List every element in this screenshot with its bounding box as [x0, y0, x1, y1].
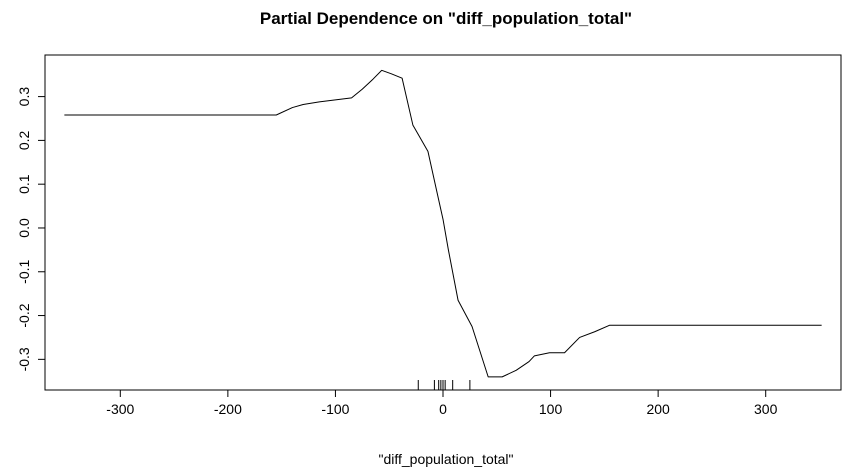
y-tick-label: 0.3 — [16, 87, 32, 107]
y-tick-label: 0.1 — [16, 174, 32, 194]
plot-frame — [44, 54, 842, 391]
x-axis-label: "diff_population_total" — [378, 451, 513, 467]
chart-title: Partial Dependence on "diff_population_t… — [260, 9, 632, 28]
y-tick-label: -0.3 — [16, 347, 32, 371]
x-tick-label: 300 — [754, 401, 778, 417]
x-tick-label: 100 — [539, 401, 563, 417]
x-tick-label: -300 — [106, 401, 134, 417]
y-axis: -0.3 -0.2 -0.1 0.0 0.1 0.2 0.3 — [16, 87, 46, 371]
y-tick-label: -0.2 — [16, 303, 32, 327]
partial-dependence-line — [64, 69, 822, 378]
rug-marks — [417, 380, 471, 390]
x-tick-label: -100 — [321, 401, 349, 417]
x-tick-label: 0 — [439, 401, 447, 417]
x-tick-label: 200 — [646, 401, 670, 417]
y-tick-label: -0.1 — [16, 259, 32, 283]
x-tick-label: -200 — [214, 401, 242, 417]
x-axis: -300 -200 -100 0 100 200 300 — [106, 389, 778, 417]
y-tick-label: 0.2 — [16, 130, 32, 150]
series-group — [64, 69, 822, 378]
y-tick-label: 0.0 — [16, 218, 32, 238]
